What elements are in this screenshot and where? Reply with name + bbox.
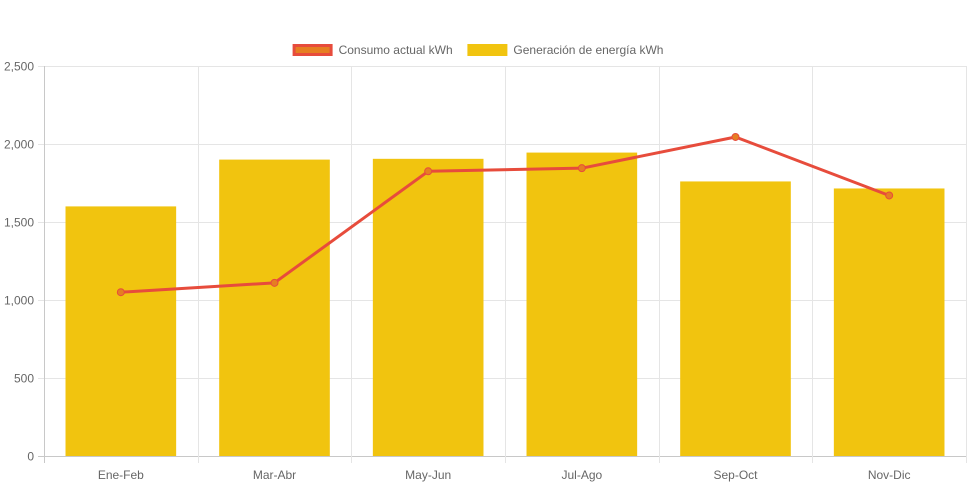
x-tick-label: Ene-Feb: [98, 468, 144, 482]
line-point[interactable]: [885, 191, 894, 200]
x-tick-label: Nov-Dic: [868, 468, 911, 482]
x-tick-label: Mar-Abr: [253, 468, 296, 482]
axes: 0 500 1,000 1,500 2,000 2,500 Ene-Feb Mar-Abr Ma…: [4, 60, 911, 483]
grid: [38, 66, 967, 463]
bar[interactable]: [65, 206, 177, 456]
bar[interactable]: [680, 181, 791, 456]
line-point[interactable]: [270, 278, 279, 287]
x-tick-label: Sep-Oct: [713, 468, 758, 482]
line-point[interactable]: [424, 167, 433, 176]
legend-label: Generación de energía kWh: [513, 43, 663, 57]
legend-label: Consumo actual kWh: [339, 43, 453, 57]
y-tick-label: 500: [14, 372, 34, 386]
bar[interactable]: [219, 159, 330, 456]
bar[interactable]: [526, 152, 638, 456]
bar[interactable]: [833, 188, 945, 456]
legend[interactable]: Consumo actual kWh Generación de energía …: [292, 43, 663, 57]
bar[interactable]: [372, 158, 484, 456]
legend-swatch: [467, 44, 508, 56]
y-tick-label: 1,500: [4, 216, 34, 230]
y-tick-label: 2,500: [4, 60, 34, 74]
x-tick-label: Jul-Ago: [561, 468, 602, 482]
y-tick-label: 0: [27, 450, 34, 464]
y-tick-label: 2,000: [4, 138, 34, 152]
y-tick-label: 1,000: [4, 294, 34, 308]
line-path: [120, 135, 890, 294]
line-point[interactable]: [577, 164, 586, 173]
x-tick-label: May-Jun: [405, 468, 451, 482]
legend-item[interactable]: Consumo actual kWh: [292, 43, 453, 57]
line-series: [116, 132, 894, 297]
line-point[interactable]: [116, 288, 125, 297]
legend-swatch: [292, 44, 333, 56]
bar-series: [65, 152, 945, 456]
line-point[interactable]: [731, 132, 740, 141]
legend-item[interactable]: Generación de energía kWh: [467, 43, 663, 57]
